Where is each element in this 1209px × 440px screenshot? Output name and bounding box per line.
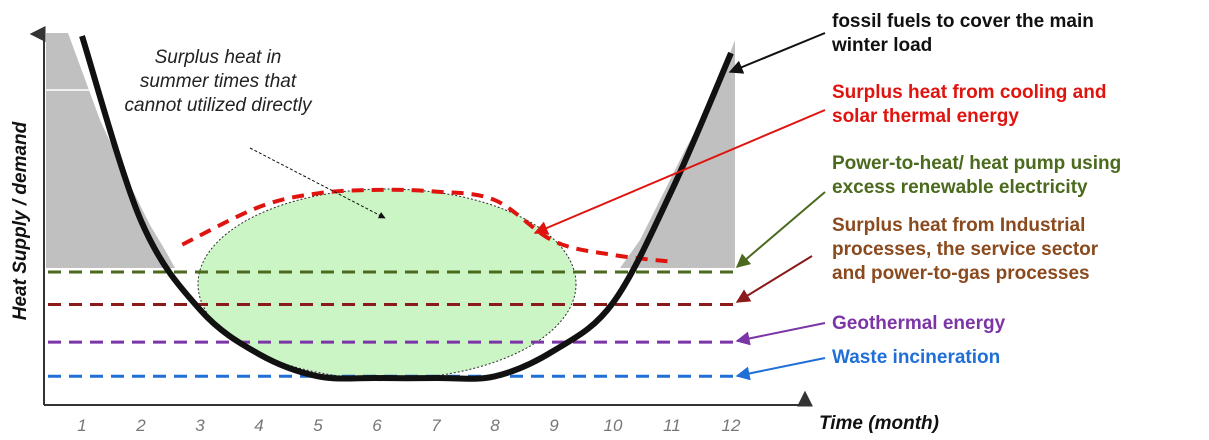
x-tick-label: 6: [372, 416, 382, 435]
x-tick-label: 9: [549, 416, 559, 435]
demand-curve: [79, 35, 734, 382]
x-tick-labels: 1 2 3 4 5 6 7 8 9 10 11 12: [77, 416, 741, 435]
arrow-industry: [735, 255, 813, 303]
annotation-pointer: [249, 147, 386, 219]
label-fossil-fuels: fossil fuels to cover the main winter lo…: [832, 11, 1094, 56]
surplus-heat-curve: [181, 187, 673, 264]
winter-load-right-fill: [620, 40, 735, 268]
arrow-fossil: [728, 32, 826, 74]
arrow-geothermal: [735, 322, 826, 346]
arrow-heatpump: [735, 191, 826, 268]
x-tick-label: 4: [254, 416, 263, 435]
arrow-waste: [735, 357, 826, 381]
annotation-text: Surplus heat in summer times that cannot…: [124, 47, 312, 116]
x-tick-label: 7: [431, 416, 441, 435]
x-tick-label: 10: [604, 416, 623, 435]
arrow-surplus: [533, 109, 826, 235]
label-power-to-heat: Power-to-heat/ heat pump using excess re…: [832, 153, 1122, 198]
label-surplus-heat-cooling: Surplus heat from cooling and solar ther…: [832, 82, 1107, 127]
label-waste-incineration: Waste incineration: [832, 347, 1001, 368]
label-geothermal: Geothermal energy: [832, 313, 1006, 334]
x-axis-label: Time (month): [819, 413, 939, 434]
label-industrial-surplus: Surplus heat from Industrial processes, …: [832, 215, 1099, 284]
x-tick-label: 8: [490, 416, 500, 435]
x-tick-label: 3: [195, 416, 205, 435]
x-tick-label: 2: [135, 416, 146, 435]
x-tick-label: 5: [313, 416, 323, 435]
x-tick-label: 11: [663, 416, 681, 435]
winter-load-left-fill: [46, 33, 175, 268]
x-tick-label: 12: [722, 416, 741, 435]
x-tick-label: 1: [77, 416, 86, 435]
